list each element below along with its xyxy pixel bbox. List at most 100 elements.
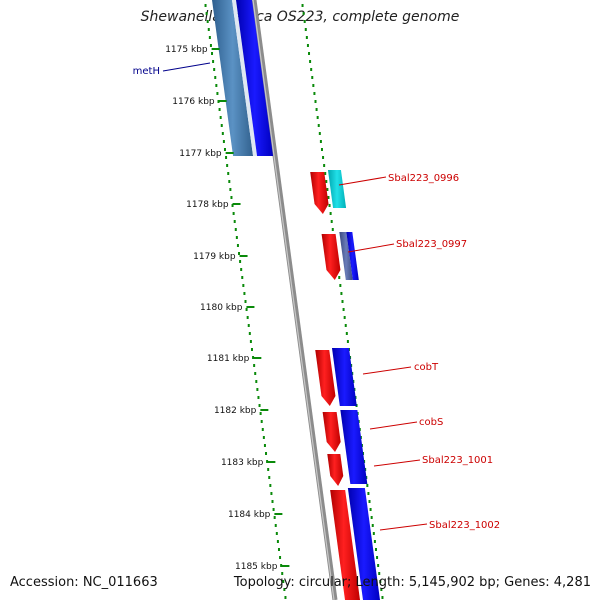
ring-dot	[242, 284, 245, 287]
ring-dot	[216, 92, 219, 95]
ring-dot	[215, 84, 218, 87]
ring-dot	[301, 4, 304, 7]
ring-dot	[283, 588, 286, 591]
kbp-tick-label: 1177 kbp	[179, 149, 222, 159]
ring-dot	[273, 516, 276, 519]
ring-dot	[228, 180, 231, 183]
ring-dot	[326, 188, 329, 191]
ring-dot	[314, 100, 317, 103]
ring-dot	[249, 340, 252, 343]
ring-dot	[261, 428, 264, 431]
ring-dot	[331, 228, 334, 231]
ring-dot	[305, 36, 308, 39]
ring-dot	[370, 516, 373, 519]
gene-label: Sbal223_0997	[396, 239, 467, 250]
gene-label: Sbal223_0996	[388, 173, 459, 184]
ring-dot	[205, 12, 208, 15]
feature-gap	[232, 0, 258, 156]
feature-sbal223-0996-cds	[310, 172, 329, 214]
ring-dot	[282, 580, 285, 583]
ring-dot	[221, 132, 224, 135]
feature-cobt-hit	[331, 348, 357, 406]
ring-dot	[271, 500, 274, 503]
ring-dot	[238, 252, 241, 255]
gene-label: cobT	[414, 362, 439, 373]
gene-label: cobS	[419, 417, 443, 428]
gene-leader-line	[347, 243, 395, 253]
ring-dot	[279, 556, 282, 559]
ring-dot	[204, 4, 207, 7]
ring-dot	[219, 116, 222, 119]
ring-dot	[322, 156, 325, 159]
ring-dot	[245, 308, 248, 311]
ring-dot	[379, 580, 382, 583]
ring-dot	[369, 508, 372, 511]
ring-dot	[213, 68, 216, 71]
ring-dot	[324, 172, 327, 175]
ring-dot	[311, 76, 314, 79]
ring-dot	[317, 124, 320, 127]
ring-dot	[308, 52, 311, 55]
feature-sbal223-0997-cds	[321, 234, 341, 280]
ring-dot	[227, 172, 230, 175]
gene-leader-line	[338, 176, 387, 186]
ring-dot	[304, 28, 307, 31]
ring-dot	[280, 564, 283, 567]
genome-backbone-highlight	[252, 0, 335, 600]
ring-dot	[345, 332, 348, 335]
ring-dot	[235, 236, 238, 239]
ring-dot	[284, 596, 287, 599]
ring-dot	[274, 524, 277, 527]
kbp-tick-label: 1179 kbp	[193, 252, 236, 262]
feature-sbal223-1002-hit	[347, 488, 380, 600]
genome-backbone	[251, 0, 338, 600]
ring-dot	[262, 436, 265, 439]
feature-sbal223-1002-cds	[330, 490, 360, 600]
ring-dot	[371, 524, 374, 527]
ring-dot	[232, 212, 235, 215]
ring-dot	[255, 380, 258, 383]
ring-dot	[376, 556, 379, 559]
ring-dot	[247, 324, 250, 327]
ring-dot	[253, 364, 256, 367]
ring-dot	[248, 332, 251, 335]
ring-dot	[240, 268, 243, 271]
ring-dot	[229, 188, 232, 191]
ring-dot	[260, 420, 263, 423]
ring-dot	[276, 540, 279, 543]
ring-dot	[266, 460, 269, 463]
ring-dot	[374, 548, 377, 551]
ring-dot	[341, 300, 344, 303]
ring-dot	[218, 108, 221, 111]
ring-dot	[220, 124, 223, 127]
gene-leader-line	[373, 459, 421, 467]
ring-dot	[366, 484, 369, 487]
ring-dot	[313, 92, 316, 95]
ring-dot	[267, 468, 270, 471]
ring-dot	[367, 492, 370, 495]
ring-dot	[209, 44, 212, 47]
kbp-tick-label: 1178 kbp	[186, 200, 229, 210]
ring-dot	[230, 196, 233, 199]
ring-dot	[234, 228, 237, 231]
ring-dot	[372, 532, 375, 535]
ring-dot	[343, 316, 346, 319]
ring-dot	[259, 412, 262, 415]
ring-dot	[373, 540, 376, 543]
genome-summary-text: Topology: circular; Length: 5,145,902 bp…	[233, 575, 591, 590]
ring-dot	[239, 260, 242, 263]
ring-dot	[272, 508, 275, 511]
feature-cobt-cds	[315, 350, 336, 406]
ring-dot	[310, 68, 313, 71]
ring-dot	[258, 404, 261, 407]
ring-dot	[281, 572, 284, 575]
ring-dot	[315, 108, 318, 111]
ring-dot	[380, 588, 383, 591]
ring-dot	[231, 204, 234, 207]
feature-sbal223-0997-hit-b	[346, 232, 359, 280]
ring-dot	[303, 20, 306, 23]
ring-dot	[328, 204, 331, 207]
gene-label: Sbal223_1002	[429, 520, 500, 531]
feature-sbal223-0997-hit-a	[339, 232, 353, 280]
accession-text: Accession: NC_011663	[10, 575, 158, 590]
